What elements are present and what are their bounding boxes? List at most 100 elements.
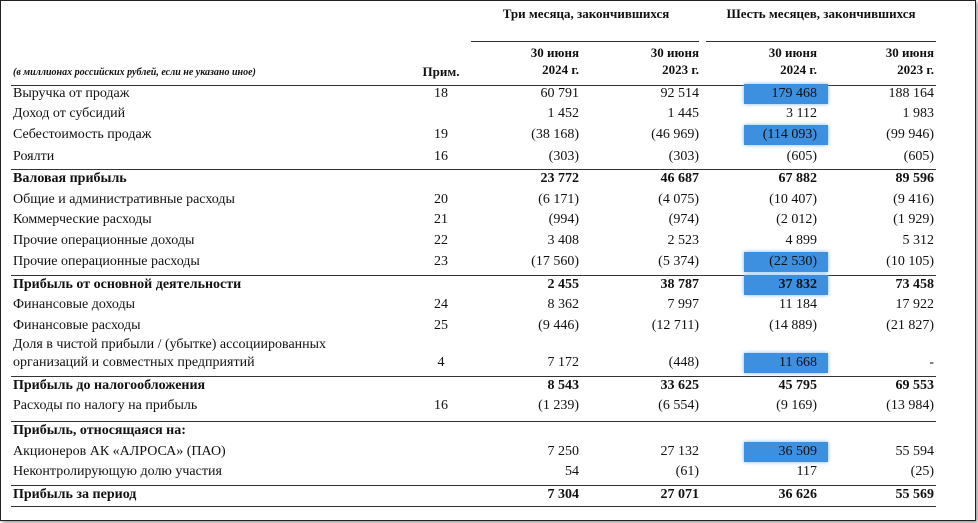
row-label: Прочие операционные расходы [13, 254, 200, 269]
value: (12 711) [651, 318, 699, 333]
value: 89 596 [895, 171, 935, 186]
note: 23 [434, 254, 448, 269]
column-header: 2024 г. [542, 62, 579, 77]
highlight [744, 353, 828, 373]
row-label: Доля в чистой прибыли / (убытке) ассоции… [13, 337, 327, 352]
row-label: Валовая прибыль [13, 171, 127, 186]
value: 36 626 [778, 487, 818, 502]
value: 7 304 [547, 487, 580, 502]
row-label: Финансовые доходы [13, 297, 136, 312]
value: (1 929) [893, 212, 934, 227]
value: (9 446) [538, 318, 579, 333]
highlight [744, 84, 828, 104]
group-header: Три месяца, закончившихся [502, 6, 670, 21]
row-label: Коммерческие расходы [13, 212, 152, 227]
highlight [744, 442, 828, 462]
row-label: Прибыль за период [13, 487, 137, 502]
rule [11, 376, 936, 377]
value: 23 772 [540, 171, 580, 186]
value: 1 445 [667, 106, 700, 121]
value: (994) [548, 212, 579, 227]
note: 18 [434, 86, 448, 101]
highlight [744, 125, 828, 145]
value: 3 408 [547, 233, 580, 248]
column-header: 2023 г. [897, 62, 934, 77]
note: 21 [434, 212, 448, 227]
value: 55 594 [895, 444, 935, 459]
value: 33 625 [660, 378, 700, 393]
rule [11, 506, 936, 507]
value: 2 455 [547, 277, 580, 292]
value: 1 983 [902, 106, 935, 121]
value: (21 827) [886, 318, 934, 333]
rule [11, 485, 936, 486]
note: 20 [434, 192, 448, 207]
highlight [744, 275, 828, 295]
row-label: Финансовые расходы [13, 318, 141, 333]
note: 24 [434, 297, 448, 312]
row-label: организаций и совместных предприятий [13, 355, 255, 370]
value: 179 468 [771, 86, 818, 101]
value: 3 112 [786, 106, 817, 121]
value: 7 172 [547, 355, 580, 370]
value: - [929, 355, 934, 370]
value: 2 523 [667, 233, 700, 248]
row-label: Акционеров АК «АЛРОСА» (ПАО) [13, 444, 226, 459]
value: (9 169) [776, 398, 817, 413]
column-header: 2024 г. [780, 62, 817, 77]
value: (448) [668, 355, 699, 370]
row-label: Расходы по налогу на прибыль [13, 398, 198, 413]
row-label: Выручка от продаж [13, 86, 130, 101]
rule [471, 41, 699, 42]
row-label: Прибыль, относящаяся на: [13, 423, 186, 438]
value: 54 [565, 464, 579, 479]
value: 55 569 [895, 487, 935, 502]
column-header: 30 июня [650, 45, 699, 60]
value: (605) [786, 149, 817, 164]
value: (10 105) [886, 254, 934, 269]
column-header: 30 июня [530, 45, 579, 60]
highlight [744, 252, 828, 272]
value: (46 969) [651, 127, 699, 142]
note: 16 [434, 149, 448, 164]
column-header: 2023 г. [662, 62, 699, 77]
value: (99 946) [886, 127, 934, 142]
value: 37 832 [778, 277, 818, 292]
value: 73 458 [895, 277, 935, 292]
value: 11 184 [779, 297, 817, 312]
note-header: Прим. [422, 64, 460, 79]
value: 7 997 [667, 297, 700, 312]
row-label: Неконтролирующую долю участия [13, 464, 222, 479]
value: 8 543 [547, 378, 580, 393]
rule [11, 421, 936, 422]
column-header: 30 июня [768, 45, 817, 60]
row-label: Прочие операционные доходы [13, 233, 195, 248]
value: (25) [910, 464, 934, 479]
rule [706, 41, 936, 42]
value: 92 514 [660, 86, 700, 101]
value: (114 093) [762, 127, 817, 142]
value: 27 132 [660, 444, 700, 459]
value: (38 168) [531, 127, 579, 142]
value: (61) [675, 464, 699, 479]
value: 1 452 [547, 106, 580, 121]
value: (974) [668, 212, 699, 227]
value: (5 374) [658, 254, 699, 269]
value: 60 791 [540, 86, 580, 101]
value: (13 984) [886, 398, 934, 413]
note: 22 [434, 233, 448, 248]
value: 46 687 [660, 171, 700, 186]
row-label: Прибыль от основной деятельности [13, 277, 242, 292]
row-label: Общие и административные расходы [13, 192, 235, 207]
row-label: Роялти [13, 149, 55, 164]
row-label: Прибыль до налогообложения [13, 378, 206, 393]
value: 17 922 [895, 297, 935, 312]
value: (10 407) [769, 192, 817, 207]
value: (6 554) [658, 398, 699, 413]
value: (6 171) [538, 192, 579, 207]
value: 117 [796, 464, 817, 479]
note: 16 [434, 398, 448, 413]
note: 25 [434, 318, 448, 333]
value: 27 071 [660, 487, 700, 502]
note: 4 [437, 355, 445, 370]
